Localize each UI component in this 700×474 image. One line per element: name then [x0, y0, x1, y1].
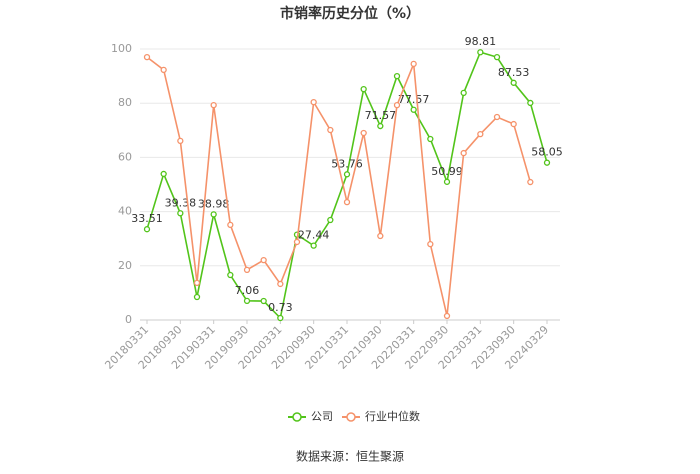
point	[327, 126, 334, 134]
legend-marker[interactable]	[346, 412, 356, 422]
point	[243, 297, 251, 305]
point	[527, 178, 534, 186]
point	[343, 171, 351, 178]
data-label: 0.73	[268, 301, 293, 314]
y-tick-label: 100	[111, 42, 132, 55]
point	[427, 240, 434, 248]
point	[510, 79, 517, 86]
y-tick-label: 60	[118, 150, 132, 163]
point	[143, 53, 151, 61]
data-label: 77.57	[398, 93, 430, 106]
point	[160, 66, 167, 74]
point	[243, 266, 251, 274]
point	[210, 101, 217, 109]
point	[177, 137, 184, 145]
point	[493, 53, 501, 61]
point	[510, 120, 517, 128]
point	[443, 312, 451, 320]
point	[377, 122, 384, 130]
point	[227, 221, 234, 229]
point	[393, 101, 401, 109]
data-label: 98.81	[465, 35, 497, 48]
point	[360, 129, 367, 137]
data-label: 38.98	[198, 197, 230, 210]
point	[477, 130, 484, 138]
point	[310, 98, 317, 106]
point	[193, 279, 201, 287]
point	[277, 280, 284, 288]
data-label: 7.06	[235, 284, 260, 297]
point	[527, 99, 534, 107]
legend-marker[interactable]	[292, 412, 302, 422]
series-line	[146, 56, 532, 317]
point	[310, 242, 317, 249]
point	[177, 210, 184, 217]
point	[410, 60, 417, 68]
point	[143, 226, 151, 233]
point	[543, 159, 551, 166]
data-label: 33.51	[131, 212, 163, 225]
point	[460, 149, 467, 157]
point	[210, 211, 217, 218]
data-label: 50.99	[431, 165, 463, 178]
y-tick-label: 40	[118, 205, 132, 218]
y-tick-label: 80	[118, 96, 132, 109]
point	[477, 49, 484, 56]
legend-label[interactable]: 公司	[311, 410, 333, 423]
point	[393, 72, 401, 80]
point	[427, 135, 434, 143]
chart-title: 市销率历史分位（%）	[280, 5, 420, 22]
point	[443, 178, 451, 185]
data-label: 71.57	[365, 109, 397, 122]
source: 数据来源：恒生聚源	[296, 449, 404, 464]
y-tick-label: 0	[125, 313, 132, 326]
point	[377, 232, 384, 240]
y-tick-label: 20	[118, 259, 132, 272]
legend-label[interactable]: 行业中位数	[365, 409, 420, 423]
point	[410, 106, 417, 113]
point	[460, 89, 467, 97]
point	[343, 198, 351, 206]
point	[260, 297, 267, 305]
point	[293, 238, 301, 246]
point	[193, 293, 201, 301]
point	[277, 314, 284, 322]
point	[360, 85, 367, 93]
point	[227, 271, 234, 279]
point	[260, 256, 267, 264]
series-line	[146, 51, 548, 320]
data-label: 39.38	[165, 196, 197, 209]
point	[327, 216, 334, 224]
data-label: 27.44	[298, 229, 330, 242]
point	[160, 170, 167, 178]
data-label: 87.53	[498, 66, 530, 79]
data-label: 58.05	[531, 146, 563, 159]
point	[493, 113, 501, 121]
